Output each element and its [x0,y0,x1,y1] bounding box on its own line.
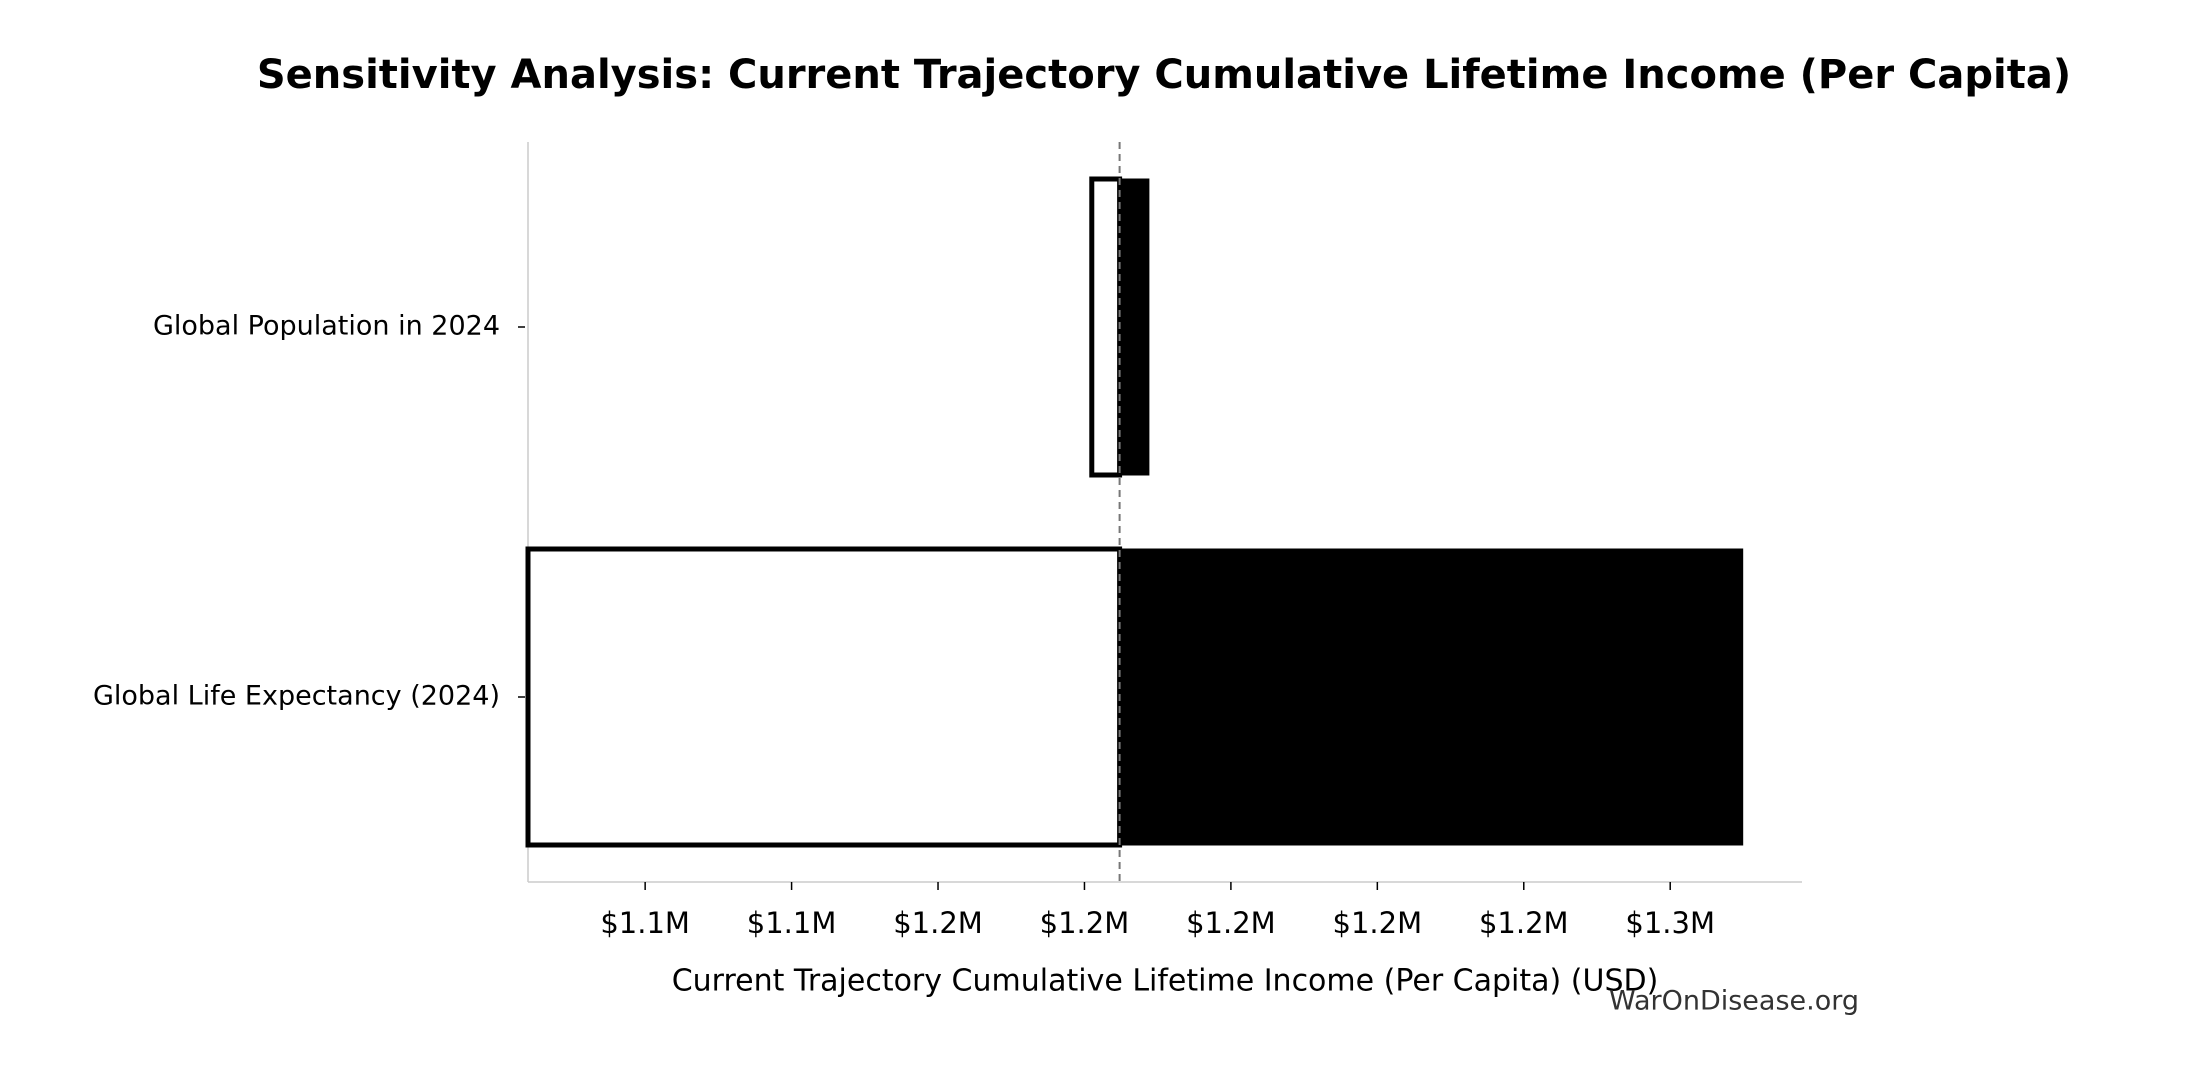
y-tick-label: Global Population in 2024 [153,311,500,342]
x-tick-label: $1.1M [600,906,690,940]
x-tick-label: $1.2M [1186,906,1276,940]
x-tick-label: $1.1M [747,906,837,940]
bar-high [1119,178,1150,476]
bar-high [1119,548,1744,846]
x-tick-label: $1.2M [1479,906,1569,940]
x-tick-label: $1.2M [1040,906,1130,940]
x-tick-label: $1.3M [1625,906,1715,940]
x-tick-label: $1.2M [1333,906,1423,940]
x-axis-label: Current Trajectory Cumulative Lifetime I… [672,964,1659,999]
bar-low [525,546,1123,848]
x-tick-label: $1.2M [893,906,983,940]
y-tick-label: Global Life Expectancy (2024) [93,681,500,712]
bar-low [1089,176,1123,478]
chart-title: Sensitivity Analysis: Current Trajectory… [257,52,2071,98]
watermark: WarOnDisease.org [1609,986,1859,1017]
